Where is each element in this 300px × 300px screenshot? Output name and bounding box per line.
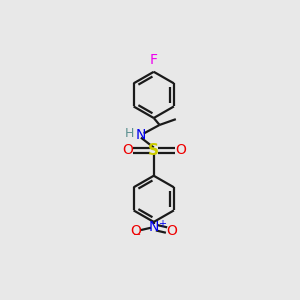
Text: O: O <box>175 143 186 157</box>
Text: −: − <box>134 230 142 240</box>
Text: N: N <box>136 128 146 142</box>
Text: O: O <box>167 224 177 238</box>
Text: +: + <box>158 219 166 229</box>
Text: H: H <box>124 127 134 140</box>
Text: N: N <box>148 220 159 234</box>
Text: O: O <box>130 224 141 238</box>
Text: O: O <box>122 143 133 157</box>
Text: S: S <box>148 143 159 158</box>
Text: F: F <box>150 53 158 67</box>
